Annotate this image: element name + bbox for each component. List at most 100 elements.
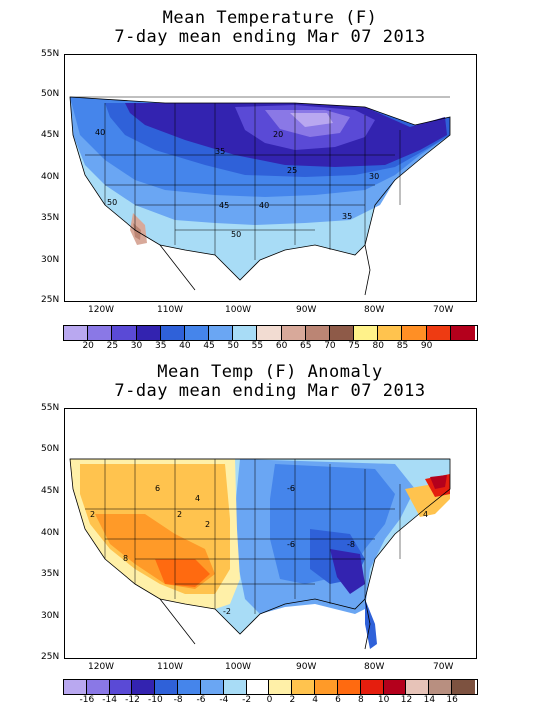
colorbar-tick-label: 30 [130, 341, 143, 351]
colorbar-swatch [315, 680, 338, 694]
colorbar-tick-label: 85 [396, 341, 409, 351]
colorbar-swatch [88, 326, 113, 340]
colorbar-swatch [64, 680, 87, 694]
colorbar-swatch [269, 680, 293, 694]
colorbar-tick-label: -14 [102, 695, 118, 705]
panel1-lon-label: 100W [225, 305, 252, 315]
colorbar-tick-label: 12 [400, 695, 413, 705]
panel2-contour-labels: 2 6 4 2 8 2 -6 -6 -8 -2 4 [90, 484, 428, 616]
panel1-lat-label: 35N [41, 213, 60, 223]
colorbar-tick-label: 20 [82, 341, 94, 351]
colorbar-swatch [378, 326, 403, 340]
panel1-lat-label: 50N [41, 89, 60, 99]
colorbar-swatch [305, 326, 330, 340]
svg-text:-6: -6 [287, 484, 295, 493]
panel2-lat-label: 25N [41, 652, 60, 662]
colorbar-tick-label: 4 [312, 695, 319, 705]
colorbar-tick-label: 35 [154, 341, 167, 351]
svg-text:6: 6 [155, 484, 160, 493]
colorbar-swatch [132, 680, 156, 694]
colorbar-swatch [383, 680, 407, 694]
panel2-title: Mean Temp (F) Anomaly [157, 362, 383, 382]
svg-text:40: 40 [259, 201, 269, 210]
colorbar-tick-label: -16 [79, 695, 95, 705]
svg-text:40: 40 [95, 128, 105, 137]
colorbar-swatch [246, 680, 270, 694]
panel1-lon-label: 70W [433, 305, 454, 315]
colorbar-swatch [178, 680, 201, 694]
panel2-lat-label: 50N [41, 444, 60, 454]
colorbar-swatch [281, 326, 306, 340]
panel1-contour-labels: 40 20 35 25 30 50 45 40 35 50 [95, 128, 379, 239]
colorbar-tick-label: -12 [125, 695, 140, 705]
panel1-title: Mean Temperature (F) [162, 8, 378, 28]
panel2-subtitle: 7-day mean ending Mar 07 2013 [114, 381, 426, 401]
panel1-lat-label: 45N [41, 130, 60, 140]
colorbar-tick-label: 80 [372, 341, 385, 351]
colorbar-tick-label: 75 [348, 341, 360, 351]
panel2-lat-label: 55N [41, 403, 60, 413]
colorbar-swatch [86, 680, 110, 694]
panel2-lat-label: 35N [41, 569, 60, 579]
colorbar-swatch [452, 680, 475, 694]
colorbar-swatch [329, 326, 355, 340]
svg-text:20: 20 [273, 130, 283, 139]
svg-text:30: 30 [369, 172, 379, 181]
colorbar-tick-label: 10 [377, 695, 390, 705]
colorbar-tick-label: 0 [266, 695, 273, 705]
colorbar-swatch [136, 326, 161, 340]
svg-text:-8: -8 [347, 540, 355, 549]
svg-text:8: 8 [123, 554, 128, 563]
panel2-lat-label: 40N [41, 528, 60, 538]
colorbar-swatch [155, 680, 179, 694]
colorbar-swatch [184, 326, 210, 340]
colorbar-swatch [354, 326, 379, 340]
colorbar-swatch [223, 680, 247, 694]
colorbar-tick-label: -10 [147, 695, 163, 705]
panel1-lon-label: 120W [88, 305, 115, 315]
svg-text:35: 35 [215, 147, 225, 156]
panel1-lat-label: 25N [41, 295, 60, 305]
svg-text:50: 50 [231, 230, 241, 239]
colorbar-swatch [429, 680, 453, 694]
colorbar-tick-label: -8 [173, 695, 183, 705]
colorbar-swatch [233, 326, 258, 340]
svg-text:-6: -6 [287, 540, 295, 549]
colorbar-tick-label: 65 [300, 341, 312, 351]
panel1-subtitle: 7-day mean ending Mar 07 2013 [114, 27, 426, 47]
svg-text:25: 25 [287, 166, 297, 175]
panel2-lon-label: 80W [364, 662, 385, 672]
colorbar-swatch [450, 326, 475, 340]
colorbar-tick-label: 14 [423, 695, 436, 705]
svg-text:2: 2 [177, 510, 182, 519]
colorbar-swatch [292, 680, 316, 694]
svg-text:50: 50 [107, 198, 117, 207]
panel1-map-graphic: 40 20 35 25 30 50 45 40 35 50 [69, 96, 451, 296]
colorbar-tick-label: 50 [227, 341, 239, 351]
panel1-colorbar [63, 325, 478, 341]
colorbar-tick-label: 40 [179, 341, 191, 351]
colorbar-swatch [402, 326, 427, 340]
panel1-lat-label: 30N [41, 255, 60, 265]
svg-text:4: 4 [195, 494, 200, 503]
colorbar-tick-label: 8 [357, 695, 364, 705]
panel2-lon-label: 110W [157, 662, 184, 672]
panel1-lon-label: 110W [157, 305, 184, 315]
panel1-map: 40 20 35 25 30 50 45 40 35 50 [64, 54, 477, 302]
colorbar-tick-label: 55 [251, 341, 264, 351]
panel2-lon-label: 90W [296, 662, 317, 672]
panel2-lat-label: 30N [41, 611, 60, 621]
colorbar-swatch [257, 326, 282, 340]
colorbar-tick-label: 90 [420, 341, 433, 351]
svg-text:2: 2 [205, 520, 210, 529]
panel1-lat-label: 40N [41, 172, 60, 182]
panel2-lat-label: 45N [41, 486, 60, 496]
colorbar-tick-label: 2 [289, 695, 296, 705]
panel2-map-graphic: 2 6 4 2 8 2 -6 -6 -8 -2 4 [69, 458, 451, 650]
colorbar-swatch [64, 326, 89, 340]
colorbar-tick-label: -4 [219, 695, 229, 705]
colorbar-tick-label: 60 [275, 341, 288, 351]
colorbar-swatch [109, 680, 133, 694]
panel2-colorbar [63, 679, 478, 695]
colorbar-tick-label: 25 [106, 341, 119, 351]
